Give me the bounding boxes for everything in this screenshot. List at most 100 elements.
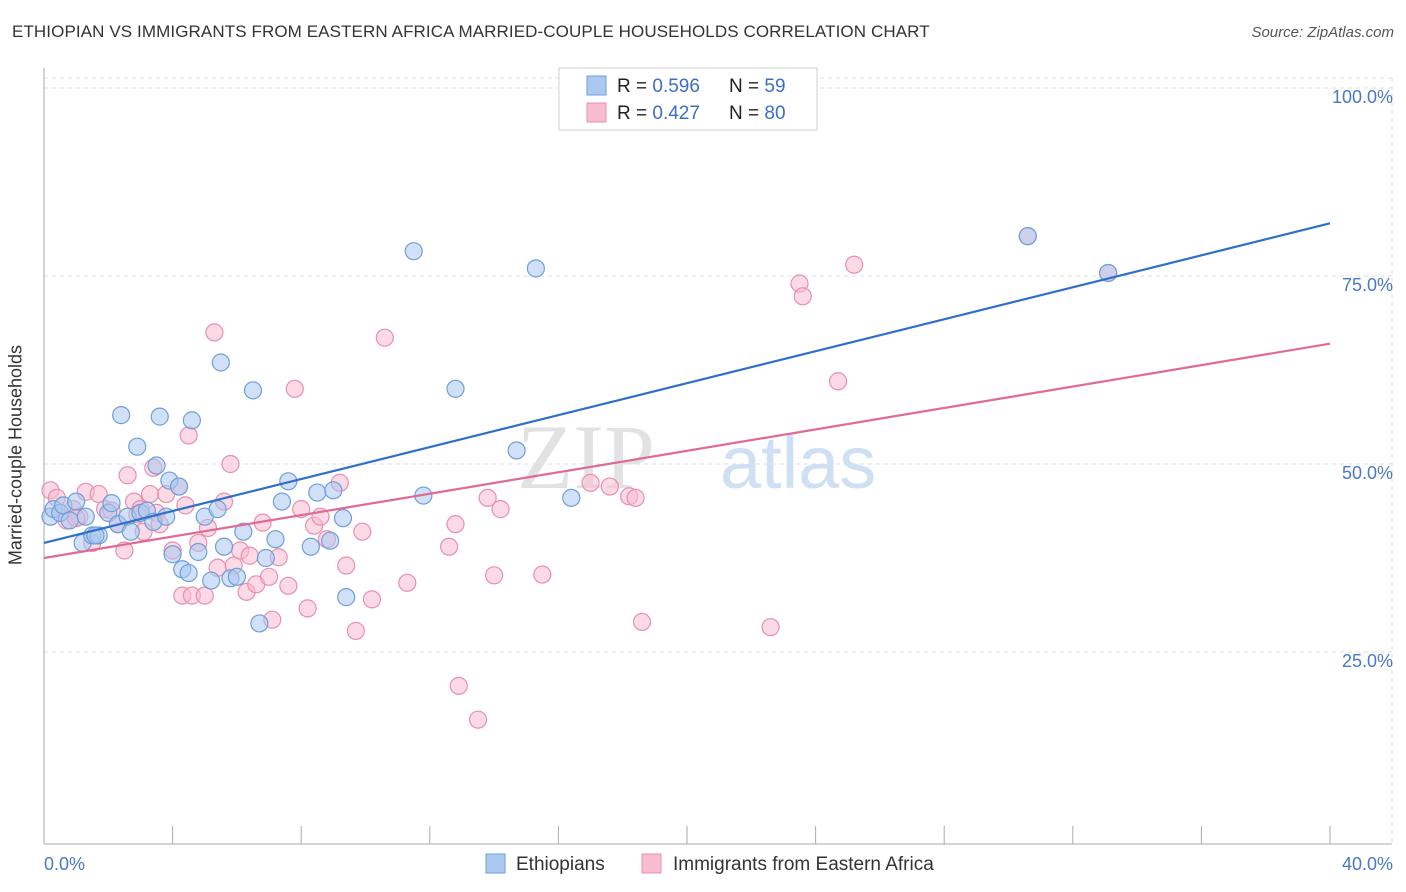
immigrants-point (353, 522, 372, 541)
ethiopians-point (1018, 227, 1037, 246)
y-tick-labels: 25.0% 50.0% 75.0% 100.0% (1332, 87, 1393, 671)
immigrants-point (761, 618, 780, 637)
legend-n-label: N = (729, 76, 764, 97)
bottom-legend-swatch-ethiopians (485, 853, 506, 874)
chart-title: ETHIOPIAN VS IMMIGRANTS FROM EASTERN AFR… (12, 22, 930, 41)
legend-r-label: R = (617, 76, 652, 97)
immigrants-point (279, 576, 298, 595)
ethiopians-point (526, 259, 545, 278)
ethiopians-point (243, 381, 263, 400)
ethiopians-point (121, 522, 140, 541)
legend-r-label: R = (617, 103, 652, 124)
immigrants-point (259, 567, 279, 586)
ethiopians-point (272, 492, 292, 511)
immigrants-point (89, 484, 108, 504)
x-tick-label-max: 40.0% (1342, 854, 1393, 874)
legend-r-value-ethiopians: 0.596 (652, 76, 700, 97)
immigrants-point (439, 537, 459, 556)
ethiopians-point (67, 492, 86, 511)
ethiopians-point (301, 537, 320, 556)
ethiopians-point (189, 542, 208, 562)
immigrants-point (829, 372, 848, 391)
ethiopians-point (60, 511, 79, 530)
immigrants-point (346, 621, 365, 641)
ethiopians-point (150, 407, 169, 426)
chart-source: Source: ZipAtlas.com (1251, 24, 1394, 41)
ethiopians-point (404, 242, 423, 261)
ethiopians-point (234, 522, 253, 541)
ethiopians-point (169, 477, 189, 496)
ethiopians-trend-line (43, 222, 1331, 545)
immigrants-point (195, 586, 214, 605)
ethiopians-point (112, 406, 131, 425)
y-tick-label: 75.0% (1342, 275, 1393, 295)
ethiopians-point (446, 379, 465, 398)
immigrants-point (362, 590, 382, 609)
immigrants-point (632, 612, 652, 632)
immigrants-point (205, 323, 224, 342)
immigrants-point (626, 488, 645, 507)
legend-n-value-immigrants: 80 (764, 103, 785, 124)
series-legend: Ethiopians Immigrants from Eastern Afric… (485, 853, 934, 875)
trend-lines (43, 222, 1331, 560)
legend-n-value-ethiopians: 59 (764, 76, 785, 97)
immigrants-point (179, 426, 198, 445)
ethiopians-point (202, 571, 221, 590)
immigrants-point (478, 488, 497, 507)
immigrants-point (845, 255, 864, 274)
svg-text:R = 0.427: R = 0.427 (617, 103, 700, 124)
ethiopians-point (76, 507, 95, 526)
x-tick-label-min: 0.0% (44, 854, 85, 874)
immigrants-point (793, 287, 812, 306)
legend-swatch-ethiopians (586, 75, 607, 96)
ethiopians-point (163, 545, 182, 564)
immigrants-point (491, 500, 510, 519)
ethiopians-point (227, 567, 246, 586)
ethiopians-points (41, 227, 1118, 633)
y-tick-label: 25.0% (1342, 651, 1393, 671)
ethiopians-point (250, 614, 269, 633)
ethiopians-point (214, 537, 234, 556)
ethiopians-point (182, 411, 201, 430)
ethiopians-point (562, 488, 581, 507)
immigrants-point (221, 454, 240, 474)
ethiopians-point (179, 563, 198, 583)
bottom-legend-swatch-immigrants (641, 853, 662, 874)
svg-text:N = 59: N = 59 (729, 76, 786, 97)
ethiopians-point (266, 530, 285, 549)
axes (43, 68, 1392, 845)
immigrants-point (375, 328, 394, 347)
ethiopians-point (333, 509, 353, 528)
immigrants-point (298, 599, 317, 618)
ethiopians-point (337, 588, 356, 607)
immigrants-point (285, 379, 304, 398)
immigrants-point (140, 484, 160, 504)
ethiopians-point (308, 483, 327, 502)
y-tick-label: 100.0% (1332, 87, 1393, 107)
y-axis-label-wrap: Married-couple Households (6, 345, 27, 565)
ethiopians-point (321, 531, 340, 550)
ethiopians-point (102, 494, 121, 513)
stats-legend: R = 0.596 N = 59 R = 0.427 N = 80 (558, 67, 818, 131)
immigrants-point (485, 566, 504, 585)
ethiopians-point (211, 353, 230, 372)
legend-swatch-immigrants (586, 102, 607, 123)
immigrants-point (600, 477, 619, 496)
bottom-legend-label-immigrants: Immigrants from Eastern Africa (673, 854, 934, 875)
gridlines (44, 77, 1393, 844)
ethiopians-point (147, 456, 166, 475)
svg-text:N = 80: N = 80 (729, 103, 786, 124)
legend-r-value-immigrants: 0.427 (652, 103, 700, 124)
ethiopians-point (256, 548, 275, 568)
y-axis-label: Married-couple Households (5, 344, 26, 566)
legend-n-label: N = (729, 103, 764, 124)
immigrants-point (337, 556, 356, 575)
ethiopians-point (208, 500, 227, 519)
immigrants-point (446, 515, 465, 534)
immigrants-point (581, 473, 600, 492)
immigrants-trend-line (43, 342, 1331, 560)
y-tick-label: 50.0% (1342, 463, 1393, 483)
immigrants-point (240, 546, 259, 565)
watermark-atlas: atlas (720, 421, 876, 504)
